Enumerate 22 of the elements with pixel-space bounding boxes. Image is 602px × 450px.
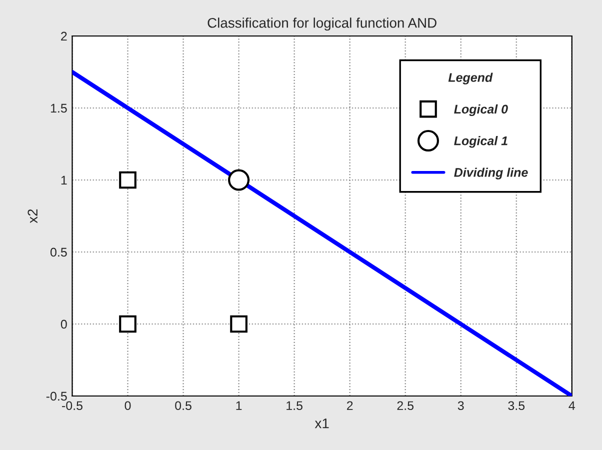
x-tick-label: 2 <box>346 401 353 410</box>
y-tick-label: 1.5 <box>50 104 67 113</box>
y-tick-label: -0.5 <box>46 392 67 401</box>
y-axis-title: x2 <box>28 209 38 224</box>
x-tick-label: 2.5 <box>397 401 414 410</box>
chart-title: Classification for logical function AND <box>208 18 436 31</box>
x-tick-label: 4 <box>568 401 576 410</box>
y-tick-label: 2 <box>61 32 67 41</box>
x-tick-label: 0.5 <box>175 401 192 410</box>
y-tick-label: 1 <box>61 176 67 185</box>
legend-label: Dividing line <box>454 168 528 180</box>
y-tick-label: 0 <box>60 320 67 329</box>
x-axis-title: x1 <box>314 418 329 428</box>
x-tick-label: 3.5 <box>508 401 525 410</box>
x-tick-label: 3 <box>458 401 464 410</box>
legend-label: Logical 1 <box>454 136 508 148</box>
legend-label: Logical 0 <box>454 104 508 116</box>
x-tick-label: 0 <box>124 401 131 410</box>
legend-title: Legend <box>448 72 493 84</box>
x-tick-label: 1 <box>236 401 242 410</box>
y-tick-label: 0.5 <box>50 248 67 257</box>
x-tick-label: 1.5 <box>286 401 302 410</box>
